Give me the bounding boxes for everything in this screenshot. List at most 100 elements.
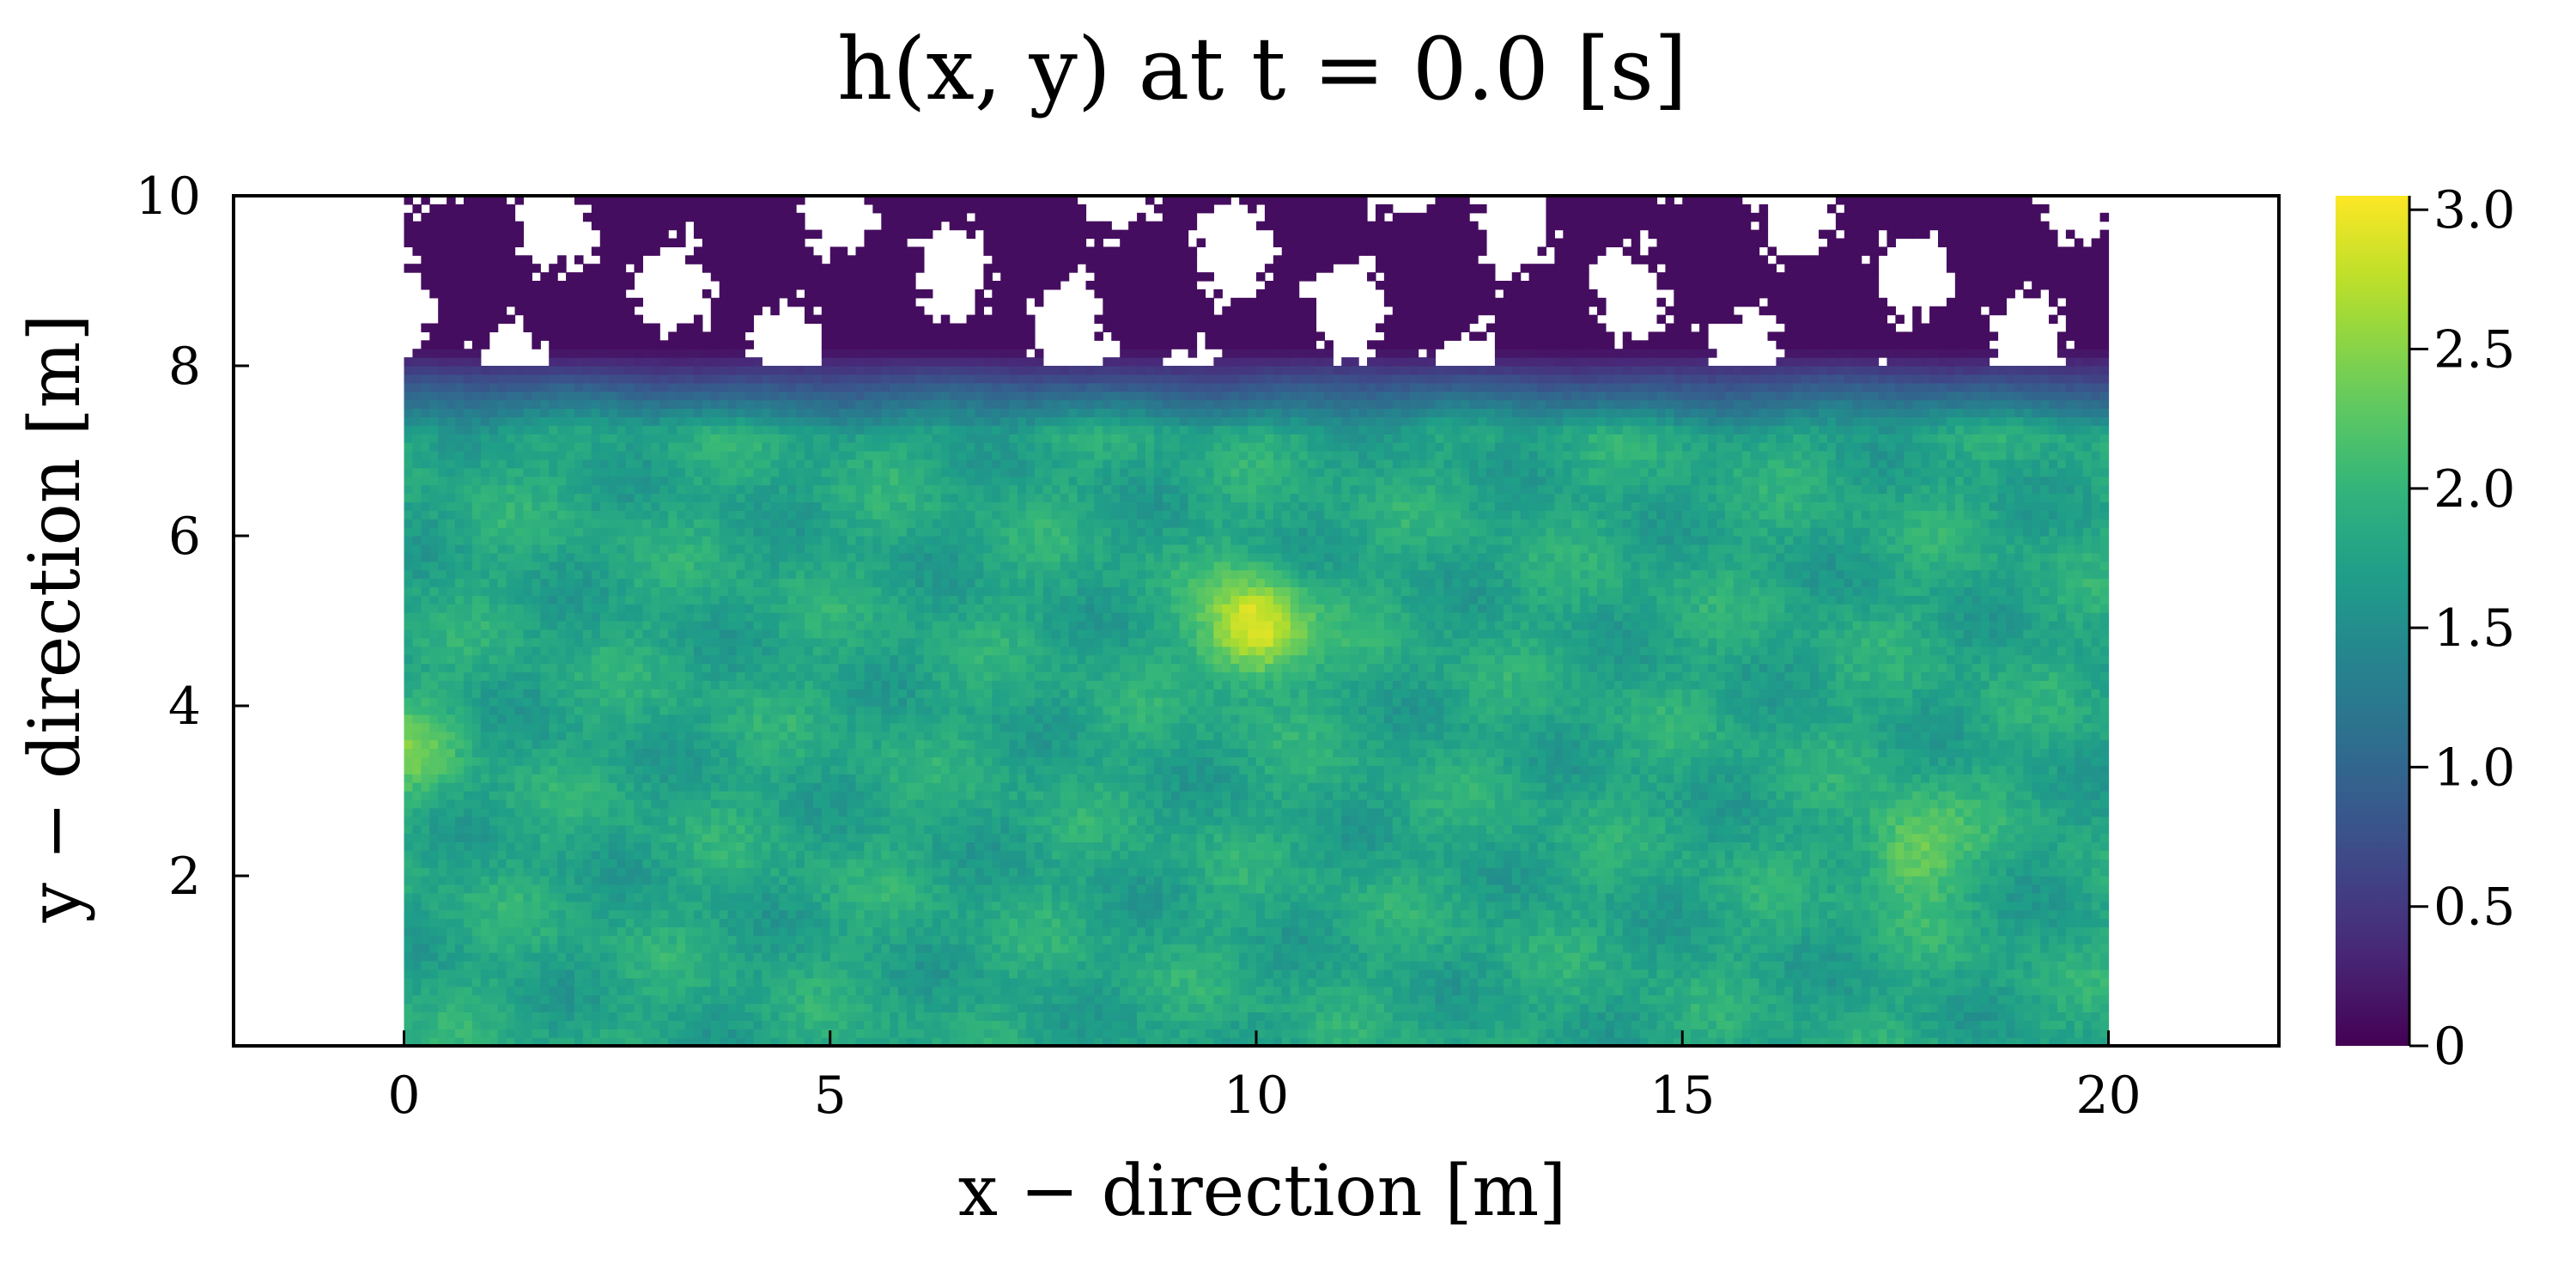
heatmap-cell	[940, 927, 951, 936]
heatmap-cell	[412, 1003, 422, 1012]
heatmap-cell	[574, 977, 584, 987]
heatmap-cell	[1018, 876, 1027, 885]
heatmap-cell	[677, 1003, 686, 1012]
heatmap-cell	[1963, 867, 1973, 877]
heatmap-cell	[1230, 994, 1240, 1005]
heatmap-cell	[1051, 867, 1061, 877]
heatmap-cell	[1989, 969, 1999, 979]
heatmap-cell	[463, 1037, 473, 1046]
heatmap-cell	[1170, 1020, 1181, 1030]
heatmap-cell	[1094, 969, 1103, 979]
heatmap-cell	[693, 833, 703, 842]
heatmap-cell	[923, 918, 933, 927]
heatmap-cell	[770, 969, 780, 979]
heatmap-cell	[1708, 850, 1717, 860]
heatmap-cell	[787, 986, 797, 996]
heatmap-cell	[2006, 918, 2015, 927]
heatmap-cell	[1767, 969, 1777, 979]
heatmap-cell	[744, 884, 755, 894]
heatmap-cell	[1511, 961, 1522, 970]
heatmap-cell	[1554, 969, 1564, 979]
heatmap-cell	[787, 859, 797, 868]
heatmap-cell	[1179, 969, 1189, 979]
heatmap-cell	[404, 969, 414, 979]
heatmap-cell	[838, 969, 848, 979]
heatmap-cell	[1546, 1012, 1555, 1021]
heatmap-cell	[1546, 841, 1555, 851]
heatmap-cell	[1094, 892, 1103, 902]
heatmap-cell	[1835, 927, 1845, 936]
heatmap-cell	[1085, 867, 1096, 877]
heatmap-cell	[634, 901, 643, 911]
heatmap-cell	[1963, 977, 1973, 987]
heatmap-cell	[1392, 944, 1402, 953]
heatmap-cell	[1741, 969, 1752, 979]
heatmap-cell	[1000, 841, 1010, 851]
heatmap-cell	[915, 850, 925, 860]
heatmap-cell	[1077, 1037, 1087, 1046]
heatmap-cell	[1469, 876, 1479, 885]
heatmap-cell	[1230, 986, 1240, 996]
heatmap-cell	[1000, 850, 1010, 860]
heatmap-cell	[1051, 986, 1061, 996]
heatmap-cell	[779, 952, 788, 962]
heatmap-cell	[1852, 901, 1862, 911]
heatmap-cell	[1835, 1029, 1845, 1038]
heatmap-cell	[1085, 969, 1096, 979]
heatmap-cell	[1018, 977, 1027, 987]
heatmap-cell	[1153, 952, 1163, 962]
heatmap-cell	[497, 884, 507, 894]
heatmap-cell	[2023, 944, 2032, 953]
heatmap-cell	[1639, 833, 1649, 842]
heatmap-cell	[1963, 859, 1973, 868]
heatmap-cell	[642, 944, 652, 953]
heatmap-cell	[710, 969, 720, 979]
heatmap-cell	[1162, 850, 1172, 860]
heatmap-cell	[506, 1003, 516, 1012]
heatmap-cell	[1120, 952, 1129, 962]
heatmap-cell	[2040, 1012, 2050, 1021]
heatmap-cell	[1938, 892, 1947, 902]
heatmap-cell	[1333, 1020, 1342, 1030]
heatmap-cell	[1077, 1020, 1087, 1030]
heatmap-cell	[829, 961, 840, 970]
heatmap-cell	[421, 833, 430, 842]
heatmap-cell	[710, 859, 720, 868]
heatmap-cell	[617, 969, 627, 979]
heatmap-cell	[463, 884, 473, 894]
heatmap-cell	[1367, 884, 1376, 894]
heatmap-cell	[1333, 1029, 1342, 1038]
heatmap-cell	[1060, 961, 1070, 970]
heatmap-cell	[881, 876, 890, 885]
heatmap-cell	[404, 876, 414, 885]
heatmap-cell	[864, 918, 873, 927]
heatmap-cell	[932, 892, 942, 902]
heatmap-cell	[1060, 977, 1070, 987]
heatmap-cell	[2049, 1003, 2058, 1012]
heatmap-cell	[1026, 969, 1036, 979]
heatmap-cell	[949, 1037, 959, 1046]
heatmap-cell	[1954, 1012, 1965, 1021]
heatmap-cell	[1554, 876, 1564, 885]
heatmap-cell	[1281, 909, 1291, 920]
heatmap-cell	[693, 876, 703, 885]
heatmap-cell	[1648, 884, 1658, 894]
heatmap-cell	[412, 969, 422, 979]
heatmap-cell	[736, 918, 746, 927]
heatmap-cell	[1018, 841, 1027, 851]
heatmap-cell	[617, 1003, 627, 1012]
heatmap-cell	[1188, 841, 1198, 851]
heatmap-cell	[1571, 935, 1581, 945]
heatmap-cell	[829, 918, 840, 927]
heatmap-cell	[1060, 901, 1070, 911]
heatmap-cell	[471, 1020, 482, 1030]
heatmap-cell	[2099, 850, 2110, 860]
heatmap-cell	[1358, 859, 1368, 868]
heatmap-cell	[1341, 918, 1351, 927]
heatmap-cell	[1503, 841, 1513, 851]
heatmap-cell	[1248, 867, 1257, 877]
heatmap-cell	[1494, 1029, 1504, 1038]
heatmap-cell	[1767, 850, 1777, 860]
heatmap-cell	[1478, 876, 1487, 885]
heatmap-cell	[1520, 918, 1530, 927]
